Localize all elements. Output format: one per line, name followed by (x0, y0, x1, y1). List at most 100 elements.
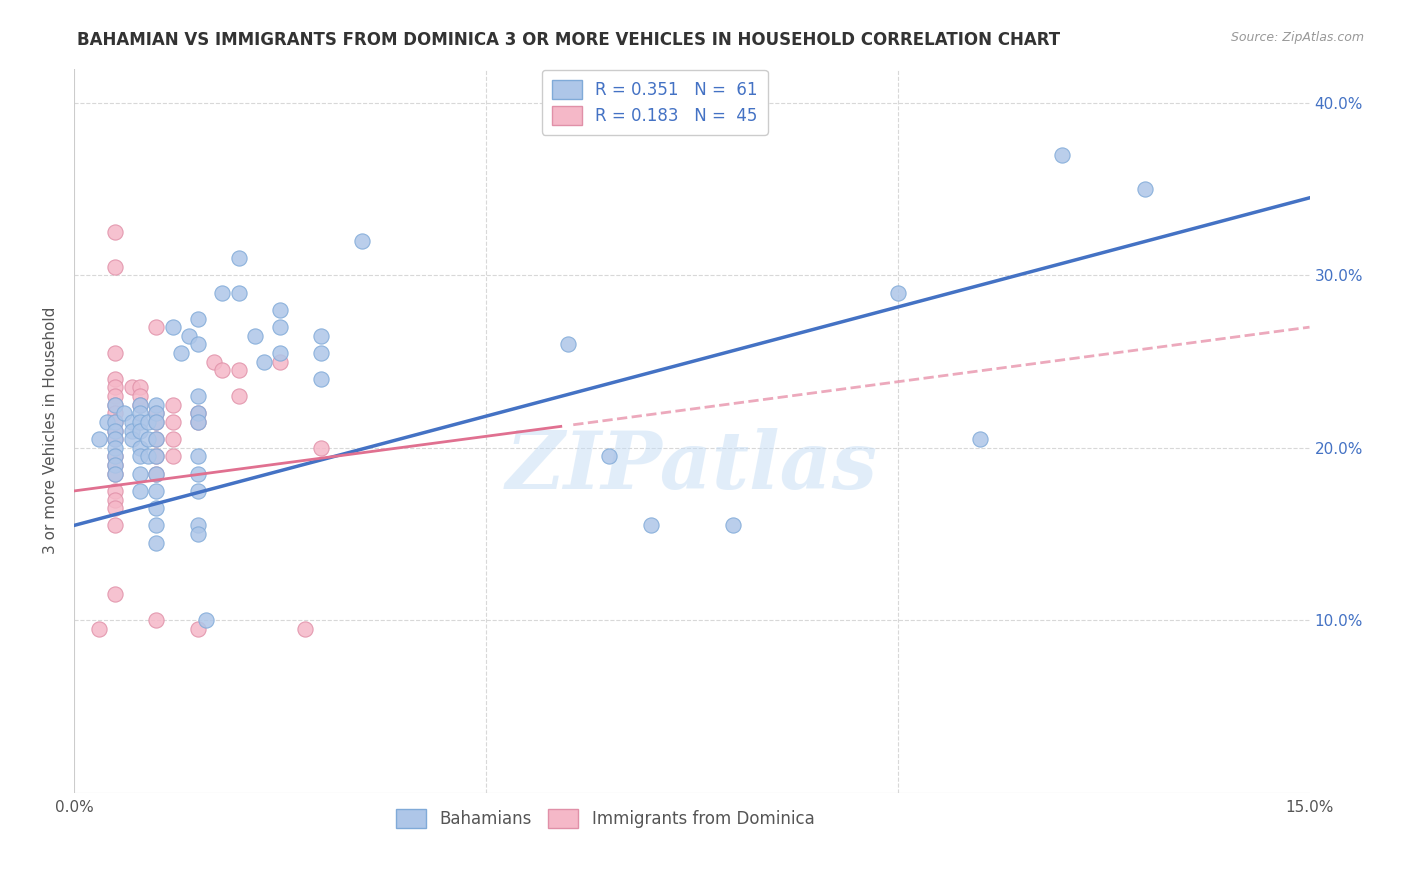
Point (104, 389, 127, 403)
Point (145, 415, 167, 429)
Point (211, 285, 233, 300)
Point (145, 518, 167, 533)
Point (162, 320, 184, 334)
Point (104, 483, 127, 498)
Point (104, 398, 127, 412)
Point (886, 285, 908, 300)
Point (640, 518, 662, 533)
Point (269, 354, 291, 368)
Point (104, 501, 127, 516)
Point (104, 406, 127, 420)
Point (145, 398, 167, 412)
Point (187, 415, 209, 429)
Point (145, 450, 167, 464)
Point (104, 432, 127, 446)
Point (121, 432, 143, 446)
Point (104, 432, 127, 446)
Point (104, 587, 127, 601)
Point (162, 415, 184, 429)
Point (202, 354, 225, 368)
Point (129, 406, 152, 420)
Point (179, 328, 201, 343)
Point (104, 424, 127, 438)
Point (136, 450, 159, 464)
Point (187, 415, 209, 429)
Point (129, 380, 152, 394)
Point (309, 346, 332, 360)
Point (129, 389, 152, 403)
Point (129, 467, 152, 481)
Point (1133, 182, 1156, 196)
Point (228, 389, 250, 403)
Point (598, 450, 620, 464)
Text: ZIPatlas: ZIPatlas (506, 428, 877, 506)
Point (1052, 147, 1074, 161)
Point (145, 415, 167, 429)
Point (309, 372, 332, 386)
Point (136, 415, 159, 429)
Point (129, 483, 152, 498)
Point (145, 406, 167, 420)
Point (187, 483, 209, 498)
Point (104, 398, 127, 412)
Point (129, 424, 152, 438)
Point (187, 406, 209, 420)
Point (187, 389, 209, 403)
Text: Source: ZipAtlas.com: Source: ZipAtlas.com (1230, 31, 1364, 45)
Point (269, 346, 291, 360)
Point (252, 354, 274, 368)
Point (145, 467, 167, 481)
Point (162, 450, 184, 464)
Point (309, 441, 332, 455)
Point (145, 535, 167, 549)
Y-axis label: 3 or more Vehicles in Household: 3 or more Vehicles in Household (44, 307, 58, 554)
Point (104, 450, 127, 464)
Point (187, 622, 209, 636)
Point (121, 415, 143, 429)
Point (721, 518, 744, 533)
Point (121, 424, 143, 438)
Point (129, 398, 152, 412)
Point (87, 622, 110, 636)
Point (228, 251, 250, 265)
Point (187, 337, 209, 351)
Point (294, 622, 316, 636)
Point (187, 450, 209, 464)
Point (96, 415, 118, 429)
Point (145, 432, 167, 446)
Point (145, 450, 167, 464)
Point (309, 328, 332, 343)
Point (104, 518, 127, 533)
Point (269, 302, 291, 317)
Point (245, 328, 267, 343)
Point (187, 518, 209, 533)
Point (104, 260, 127, 274)
Point (129, 415, 152, 429)
Point (162, 432, 184, 446)
Point (352, 234, 374, 248)
Point (104, 380, 127, 394)
Point (170, 346, 193, 360)
Point (112, 406, 135, 420)
Point (104, 458, 127, 472)
Point (187, 527, 209, 541)
Point (162, 398, 184, 412)
Point (228, 285, 250, 300)
Point (269, 320, 291, 334)
Point (104, 467, 127, 481)
Point (104, 458, 127, 472)
Point (121, 380, 143, 394)
Point (228, 363, 250, 377)
Point (136, 432, 159, 446)
Point (145, 320, 167, 334)
Point (129, 398, 152, 412)
Point (104, 415, 127, 429)
Point (211, 363, 233, 377)
Point (104, 492, 127, 507)
Point (194, 613, 217, 627)
Point (187, 311, 209, 326)
Point (104, 424, 127, 438)
Point (104, 450, 127, 464)
Point (145, 501, 167, 516)
Point (104, 441, 127, 455)
